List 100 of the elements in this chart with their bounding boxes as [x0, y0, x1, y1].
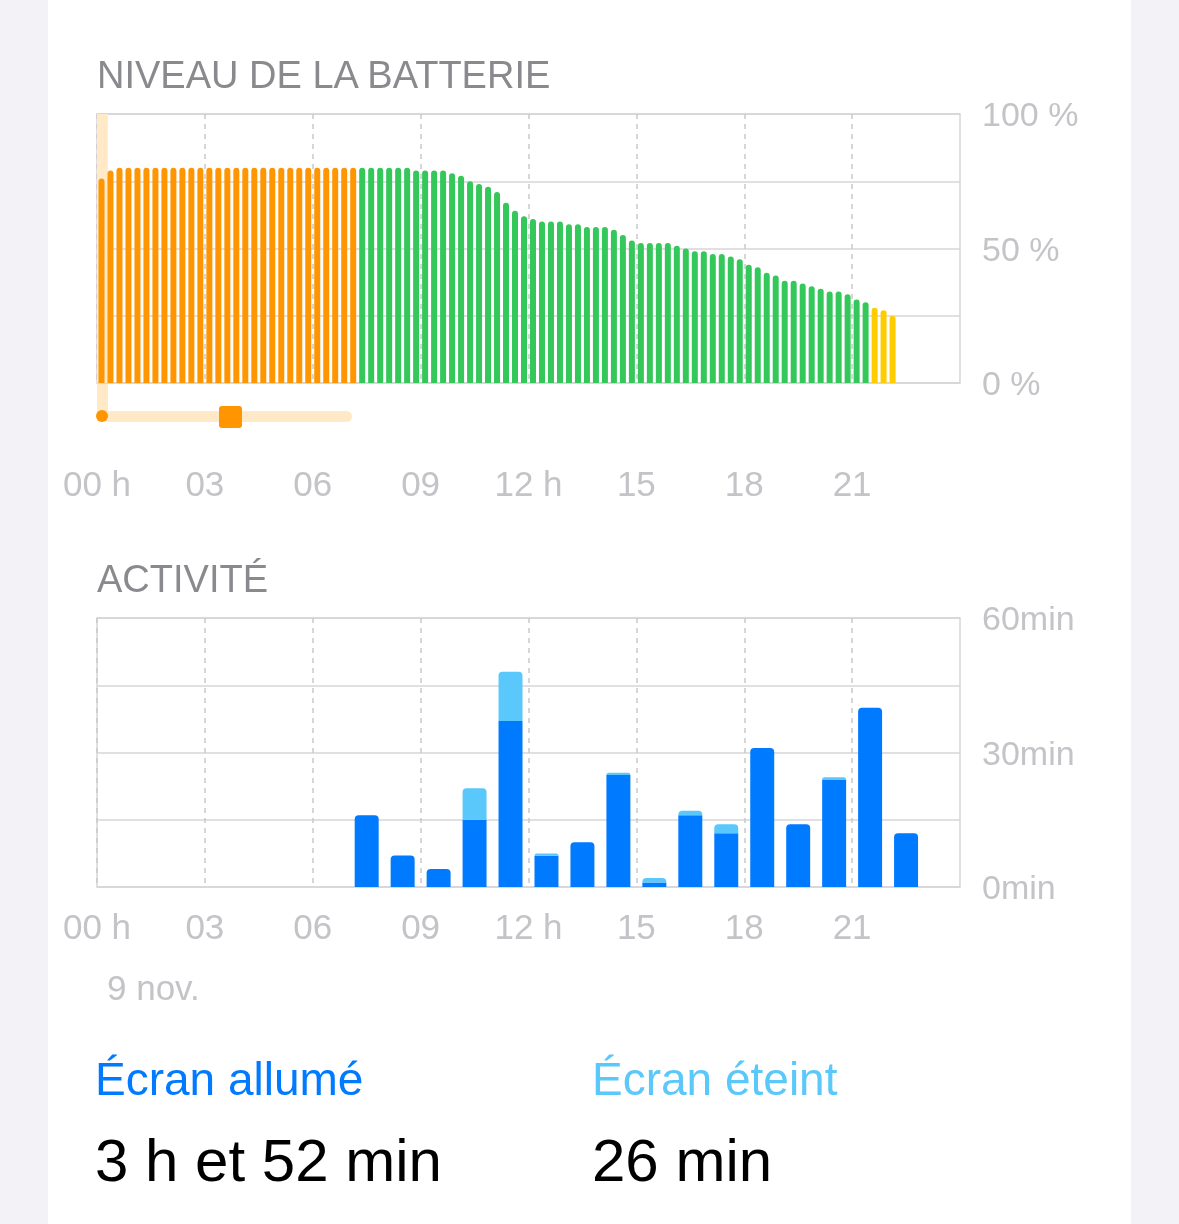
x-axis-title: 9 nov. — [107, 968, 200, 1007]
bar — [143, 167, 150, 383]
text: 26 min — [592, 1126, 773, 1194]
bar — [556, 221, 563, 383]
bar — [817, 288, 824, 383]
bar — [287, 167, 294, 383]
bar — [646, 243, 653, 383]
bar — [431, 170, 438, 383]
bar — [799, 283, 806, 383]
bar — [709, 253, 716, 383]
bar — [871, 307, 878, 383]
bar — [251, 167, 258, 383]
bar — [350, 167, 357, 383]
bar — [642, 882, 667, 887]
bar — [278, 167, 285, 383]
bar — [503, 202, 510, 383]
bar — [808, 286, 815, 383]
x-tick-label: 15 — [616, 907, 656, 946]
bar — [152, 167, 159, 383]
bar — [754, 267, 761, 383]
bar — [619, 235, 626, 383]
bar — [521, 216, 527, 383]
bar — [386, 167, 393, 383]
text: Écran éteint — [592, 1053, 838, 1105]
bar — [565, 224, 572, 383]
bar — [628, 240, 635, 383]
text: 3 h et 52 min — [95, 1126, 442, 1194]
bar — [718, 253, 725, 383]
bar — [822, 779, 847, 887]
bar — [422, 170, 429, 383]
bar — [390, 855, 415, 887]
bar — [449, 173, 456, 383]
bar — [377, 167, 384, 383]
bar — [413, 170, 420, 383]
bar — [323, 167, 330, 383]
bar — [426, 869, 451, 887]
bar — [161, 167, 168, 383]
text: Écran allumé — [95, 1053, 364, 1105]
bar — [790, 280, 797, 383]
x-tick-label: 18 — [724, 464, 764, 503]
bar — [395, 167, 402, 383]
x-tick-label: 03 — [185, 907, 225, 946]
x-tick-label: 15 — [616, 464, 656, 503]
x-tick-label: 00 h — [62, 464, 132, 503]
bar — [736, 259, 743, 383]
bar — [601, 226, 608, 383]
bar — [714, 824, 739, 834]
bar — [179, 167, 186, 383]
bar — [476, 183, 483, 383]
bar — [894, 833, 919, 887]
bar — [835, 291, 842, 383]
bar — [404, 167, 411, 383]
bar — [750, 748, 775, 887]
x-tick-label: 21 — [832, 907, 872, 946]
bar — [570, 842, 595, 887]
bar — [880, 310, 887, 383]
bar — [682, 248, 689, 383]
bar — [197, 167, 204, 383]
bar — [574, 224, 581, 383]
y-tick-label: 100 % — [982, 95, 1079, 133]
bar — [637, 243, 644, 383]
bar — [462, 788, 487, 820]
bar — [727, 256, 734, 383]
chart-title: ACTIVITÉ — [97, 558, 269, 600]
y-tick-label: 0min — [982, 868, 1056, 906]
bar — [772, 275, 779, 383]
bar — [498, 721, 523, 887]
bar — [700, 251, 707, 383]
bar — [534, 855, 559, 887]
x-tick-label: 03 — [185, 464, 225, 503]
y-tick-label: 30min — [982, 733, 1075, 772]
bar — [462, 819, 487, 887]
bar — [314, 167, 321, 383]
bar — [458, 175, 465, 383]
bar — [655, 243, 662, 383]
bar — [224, 167, 231, 383]
bar — [858, 707, 883, 887]
bar — [125, 167, 132, 383]
bar — [494, 192, 501, 383]
bar — [354, 815, 379, 887]
x-tick-label: 18 — [724, 907, 764, 946]
bar — [440, 170, 447, 383]
bar — [889, 315, 896, 383]
bar — [862, 302, 869, 383]
bar — [583, 226, 590, 383]
bar — [530, 218, 536, 383]
bar — [341, 167, 348, 383]
bar — [467, 181, 474, 383]
bar — [547, 221, 554, 383]
bar — [786, 824, 811, 887]
bar — [359, 167, 366, 383]
bar — [538, 221, 545, 383]
bar — [853, 299, 860, 383]
y-tick-label: 0 % — [982, 364, 1041, 402]
x-tick-label: 09 — [401, 907, 441, 946]
bar — [206, 167, 213, 383]
bar — [844, 294, 851, 383]
bar — [260, 167, 267, 383]
bar — [368, 167, 375, 383]
y-tick-label: 60min — [982, 599, 1075, 637]
